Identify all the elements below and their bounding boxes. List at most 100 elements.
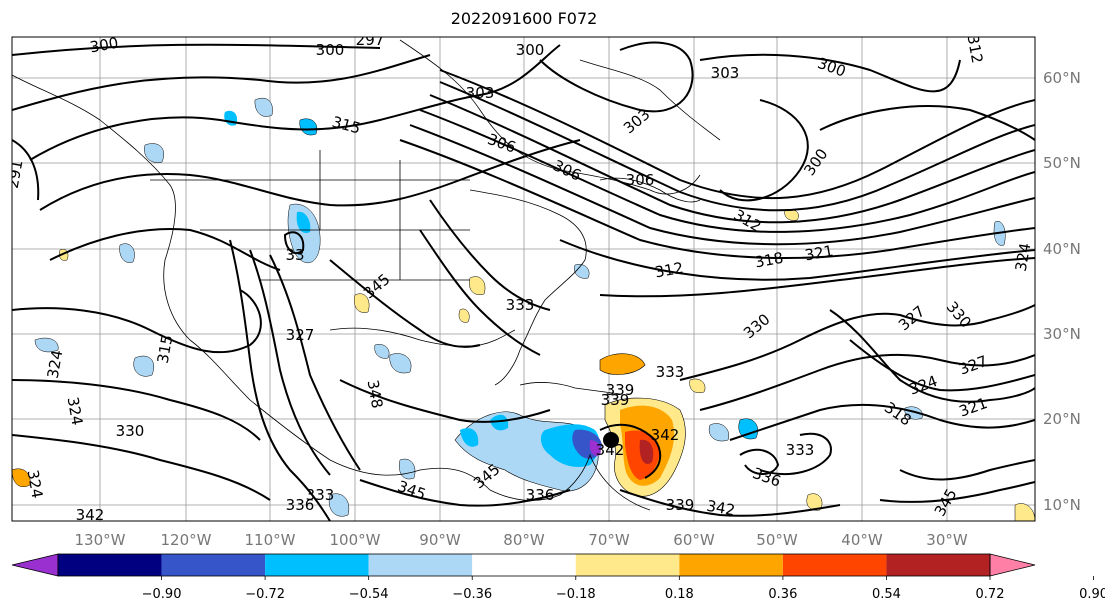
gridlines <box>12 37 1035 521</box>
negative-region <box>738 418 758 440</box>
negative-region <box>34 337 59 353</box>
contour-label: 333 <box>506 296 535 314</box>
positive-region <box>469 276 486 295</box>
colorbar-tick-label: 0.90 <box>1079 587 1105 602</box>
negative-region <box>119 243 135 263</box>
longitude-tick-label: 90°W <box>419 531 461 549</box>
positive-region <box>639 439 654 464</box>
latitude-tick-label: 10°N <box>1043 496 1081 514</box>
colorbar-segment <box>679 554 783 576</box>
contour-label: 291 <box>4 158 27 189</box>
contour-label: 300 <box>88 34 119 57</box>
longitude-tick-label: 40°W <box>841 531 883 549</box>
longitude-tick-label: 70°W <box>588 531 630 549</box>
latitude-ticks: 60°N 50°N 40°N 30°N 20°N 10°N <box>1043 69 1081 514</box>
latitude-tick-label: 60°N <box>1043 69 1081 87</box>
colorbar-extend-max <box>989 553 1036 577</box>
contour-label: 324 <box>1012 241 1035 272</box>
contour-label: 324 <box>24 468 47 499</box>
contour-label: 330 <box>116 422 145 440</box>
latitude-tick-label: 30°N <box>1043 325 1081 343</box>
contour-label: 324 <box>64 395 87 426</box>
longitude-tick-label: 110°W <box>245 531 296 549</box>
contour-label: 303 <box>466 84 495 102</box>
contour-label: 33 <box>285 246 304 264</box>
contour-label: 339 <box>666 496 695 514</box>
colorbar: −0.90 −0.72 −0.54 −0.36 −0.18 0.18 0.36 0.54 0.7… <box>11 553 1105 602</box>
contour-label: 315 <box>154 333 177 364</box>
positive-region <box>689 378 706 393</box>
map-frame <box>11 36 1036 522</box>
negative-region <box>287 203 321 264</box>
colorbar-tick-label: 0.54 <box>872 587 901 602</box>
colorbar-tick-label: 0.72 <box>976 587 1005 602</box>
contour-label: 318 <box>753 249 784 272</box>
colorbar-tick-label: 0.18 <box>665 587 694 602</box>
negative-region <box>389 353 412 374</box>
colorbar-segment <box>886 554 990 576</box>
contour-label: 306 <box>626 171 655 189</box>
colorbar-tick-label: −0.54 <box>349 587 389 602</box>
colorbar-segment <box>161 554 266 576</box>
colorbar-segment <box>782 554 887 576</box>
negative-region <box>460 428 479 447</box>
contour-label: 342 <box>651 426 680 444</box>
contour-label: 333 <box>306 486 335 504</box>
colorbar-tick-label: −0.36 <box>452 587 492 602</box>
longitude-tick-label: 100°W <box>330 531 381 549</box>
negative-region <box>708 423 730 442</box>
negative-region <box>299 118 318 136</box>
contour-label: 321 <box>803 242 834 265</box>
negative-region <box>589 440 601 456</box>
colorbar-tick-label: −0.18 <box>556 587 596 602</box>
colorbar-segment <box>575 554 680 576</box>
longitude-tick-label: 80°W <box>503 531 545 549</box>
negative-region <box>144 143 164 163</box>
positive-region <box>354 293 370 313</box>
positive-region <box>599 353 646 375</box>
positive-region <box>458 308 470 323</box>
latitude-tick-label: 20°N <box>1043 410 1081 428</box>
contour-label: 324 <box>44 348 67 379</box>
contour-label: 339 <box>606 381 635 399</box>
contour-label: 336 <box>286 496 315 514</box>
contour-label: 342 <box>76 506 105 524</box>
negative-region <box>254 97 273 117</box>
colorbar-frame <box>57 553 991 577</box>
negative-region <box>133 355 154 377</box>
negative-region <box>296 211 311 234</box>
colorbar-segment <box>368 554 473 576</box>
contour-label: 297 <box>356 31 385 49</box>
negative-region <box>490 414 509 431</box>
contour-lines <box>12 41 1035 521</box>
colorbar-tick-label: −0.72 <box>245 587 285 602</box>
contour-label: 342 <box>596 441 625 459</box>
latitude-tick-label: 40°N <box>1043 240 1081 258</box>
contour-label: 327 <box>286 326 315 344</box>
colorbar-segment <box>265 554 369 576</box>
map-title: 2022091600 F072 <box>450 9 598 28</box>
colorbar-extend-min <box>11 553 59 577</box>
contour-label: 303 <box>711 64 740 82</box>
contour-label: 312 <box>964 33 987 64</box>
contour-label: 300 <box>316 41 345 59</box>
positive-region <box>12 468 31 487</box>
contour-label: 333 <box>656 363 685 381</box>
negative-region <box>328 493 350 517</box>
colorbar-segment <box>58 554 162 576</box>
longitude-tick-label: 130°W <box>75 531 126 549</box>
contour-label: 348 <box>364 378 387 409</box>
latitude-tick-label: 50°N <box>1043 154 1081 172</box>
coastlines <box>12 39 721 511</box>
contour-label: 342 <box>705 497 736 520</box>
positive-region <box>806 493 823 511</box>
longitude-tick-label: 50°W <box>756 531 798 549</box>
colorbar-tick-label: −0.90 <box>142 587 182 602</box>
colorbar-tick-label: 0.36 <box>768 587 797 602</box>
longitude-tick-label: 60°W <box>673 531 715 549</box>
contour-label: 312 <box>653 259 684 282</box>
colorbar-segment <box>472 554 576 576</box>
contour-label: 333 <box>786 441 815 459</box>
